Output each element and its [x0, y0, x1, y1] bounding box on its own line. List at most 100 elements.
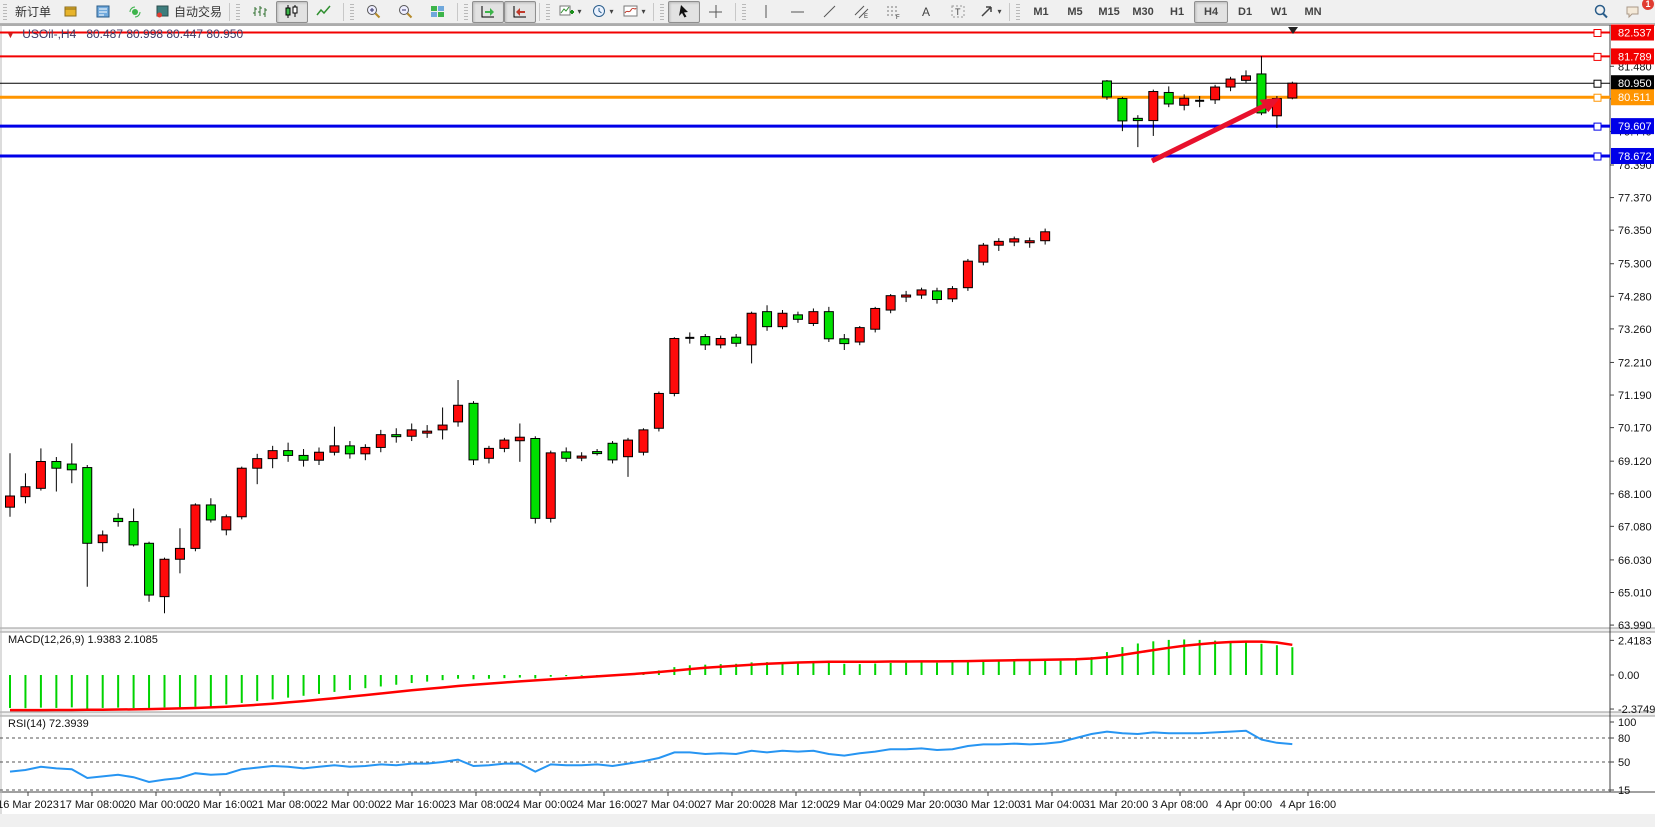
periods-button-dropdown-caret[interactable]: ▾ — [609, 6, 614, 16]
toolbar-drag-handle[interactable] — [660, 3, 665, 20]
level-line-endpoint[interactable] — [1593, 79, 1602, 88]
time-tick-label: 29 Mar 04:00 — [828, 799, 893, 811]
chart-shift-button[interactable] — [504, 0, 537, 23]
candlestick-chart-button[interactable] — [276, 0, 309, 23]
macd-indicator-label: MACD(12,26,9) 1.9383 2.1085 — [8, 634, 158, 646]
trendline-button[interactable] — [814, 1, 846, 23]
data-window-icon[interactable] — [87, 1, 119, 23]
indicators-button[interactable]: ▾ — [554, 1, 586, 23]
tf-m1[interactable]: M1 — [1024, 1, 1058, 23]
time-tick-label: 29 Mar 20:00 — [892, 799, 957, 811]
toolbar-drag-handle[interactable] — [236, 3, 241, 20]
rsi-tick-label: 15 — [1618, 785, 1630, 797]
price-level-box: 79.607 — [1611, 118, 1654, 135]
vertical-line-button[interactable] — [750, 1, 782, 23]
toolbar-drag-handle[interactable] — [350, 3, 355, 20]
new-order-button[interactable]: 新订单 — [11, 1, 55, 23]
tf-h4[interactable]: H4 — [1194, 0, 1229, 23]
level-line-endpoint[interactable] — [1593, 122, 1602, 131]
tf-m15-label: M15 — [1098, 5, 1120, 18]
tf-m1-label: M1 — [1033, 5, 1049, 18]
rsi-tick-label: 50 — [1618, 757, 1630, 769]
text-button[interactable]: A — [910, 1, 942, 23]
candle-body — [128, 521, 139, 546]
market-watch-icon[interactable] — [55, 1, 87, 23]
periods-button[interactable]: ▾ — [586, 1, 618, 23]
candle-body — [1024, 240, 1035, 244]
pane-separator[interactable] — [0, 627, 1655, 633]
chart-canvas[interactable]: 81.48080.46079.44078.39077.37076.35075.3… — [0, 24, 1655, 827]
toolbar-drag-handle[interactable] — [464, 3, 469, 20]
cursor-button[interactable] — [668, 0, 701, 23]
toolbar-separator — [539, 2, 541, 21]
level-line-endpoint[interactable] — [1593, 152, 1602, 161]
trend-arrow-annotation[interactable] — [1150, 98, 1280, 164]
cursor-icon — [676, 4, 692, 19]
level-line-endpoint[interactable] — [1593, 29, 1602, 38]
collapse-triangle-icon[interactable]: ▼ — [6, 30, 15, 40]
tf-h1-label: H1 — [1170, 5, 1185, 18]
crosshair-button[interactable] — [700, 1, 732, 23]
fibonacci-button[interactable]: F — [878, 1, 910, 23]
candle-body — [545, 452, 556, 519]
tf-w1[interactable]: W1 — [1262, 1, 1296, 23]
search-button[interactable] — [1585, 1, 1617, 23]
chart-shift-marker-icon[interactable] — [1288, 27, 1298, 34]
candle-body — [35, 460, 46, 489]
pane-separator[interactable] — [0, 711, 1655, 717]
crosshair-icon — [708, 4, 724, 19]
arrows-button[interactable]: ▾ — [974, 1, 1006, 23]
bar-chart-button[interactable] — [244, 1, 276, 23]
candle-body — [731, 336, 742, 344]
tf-m30[interactable]: M30 — [1126, 1, 1160, 23]
candle-body — [561, 451, 572, 459]
equidistant-channel-button[interactable]: E — [846, 1, 878, 23]
time-tick-label: 30 Mar 12:00 — [956, 799, 1021, 811]
horizontal-line-button[interactable] — [782, 1, 814, 23]
level-line-endpoint[interactable] — [1593, 93, 1602, 102]
zoom-out-button[interactable] — [390, 1, 422, 23]
candle-body — [375, 434, 386, 448]
candle-body — [885, 295, 896, 311]
candle-body — [437, 424, 448, 431]
price-tick-label: 75.300 — [1618, 259, 1652, 271]
macd-histogram — [9, 639, 1294, 709]
toolbar-separator — [735, 2, 737, 21]
chat-button[interactable]: 1 — [1617, 0, 1654, 23]
tile-windows-button[interactable] — [422, 1, 454, 23]
price-tick-label: 76.350 — [1618, 225, 1652, 237]
templates-button-dropdown-caret[interactable]: ▾ — [641, 6, 646, 16]
tf-m5[interactable]: M5 — [1058, 1, 1092, 23]
svg-text:F: F — [896, 15, 900, 19]
signals-icon[interactable] — [119, 1, 151, 23]
text-label-icon: T — [950, 4, 966, 19]
tf-d1[interactable]: D1 — [1228, 1, 1262, 23]
auto-scroll-button[interactable] — [472, 0, 505, 23]
candle-body — [746, 312, 757, 346]
arrows-button-dropdown-caret[interactable]: ▾ — [997, 6, 1002, 16]
chart-shift-icon — [512, 4, 528, 19]
candle-body — [514, 436, 525, 442]
autotrading-button[interactable]: 自动交易 — [151, 1, 226, 23]
indicators-button-dropdown-caret[interactable]: ▾ — [577, 6, 582, 16]
templates-icon — [623, 4, 639, 19]
tf-h1[interactable]: H1 — [1160, 1, 1194, 23]
toolbar-drag-handle[interactable] — [3, 3, 7, 20]
time-tick-label: 20 Mar 00:00 — [124, 799, 189, 811]
time-tick-label: 27 Mar 20:00 — [700, 799, 765, 811]
candle-body — [97, 534, 108, 544]
time-tick-label: 31 Mar 20:00 — [1084, 799, 1149, 811]
line-chart-button[interactable] — [308, 1, 340, 23]
zoom-out-icon — [398, 4, 414, 19]
text-label-button[interactable]: T — [942, 1, 974, 23]
toolbar-drag-handle[interactable] — [1016, 3, 1021, 20]
zoom-in-button[interactable] — [358, 1, 390, 23]
tf-m15[interactable]: M15 — [1092, 1, 1126, 23]
templates-button[interactable]: ▾ — [618, 1, 650, 23]
toolbar-drag-handle[interactable] — [546, 3, 551, 20]
toolbar-drag-handle[interactable] — [742, 3, 747, 20]
level-line-endpoint[interactable] — [1593, 52, 1602, 61]
autotrading-button-label: 自动交易 — [174, 5, 223, 19]
tf-mn[interactable]: MN — [1296, 1, 1330, 23]
price-level-box: 80.511 — [1611, 89, 1654, 106]
